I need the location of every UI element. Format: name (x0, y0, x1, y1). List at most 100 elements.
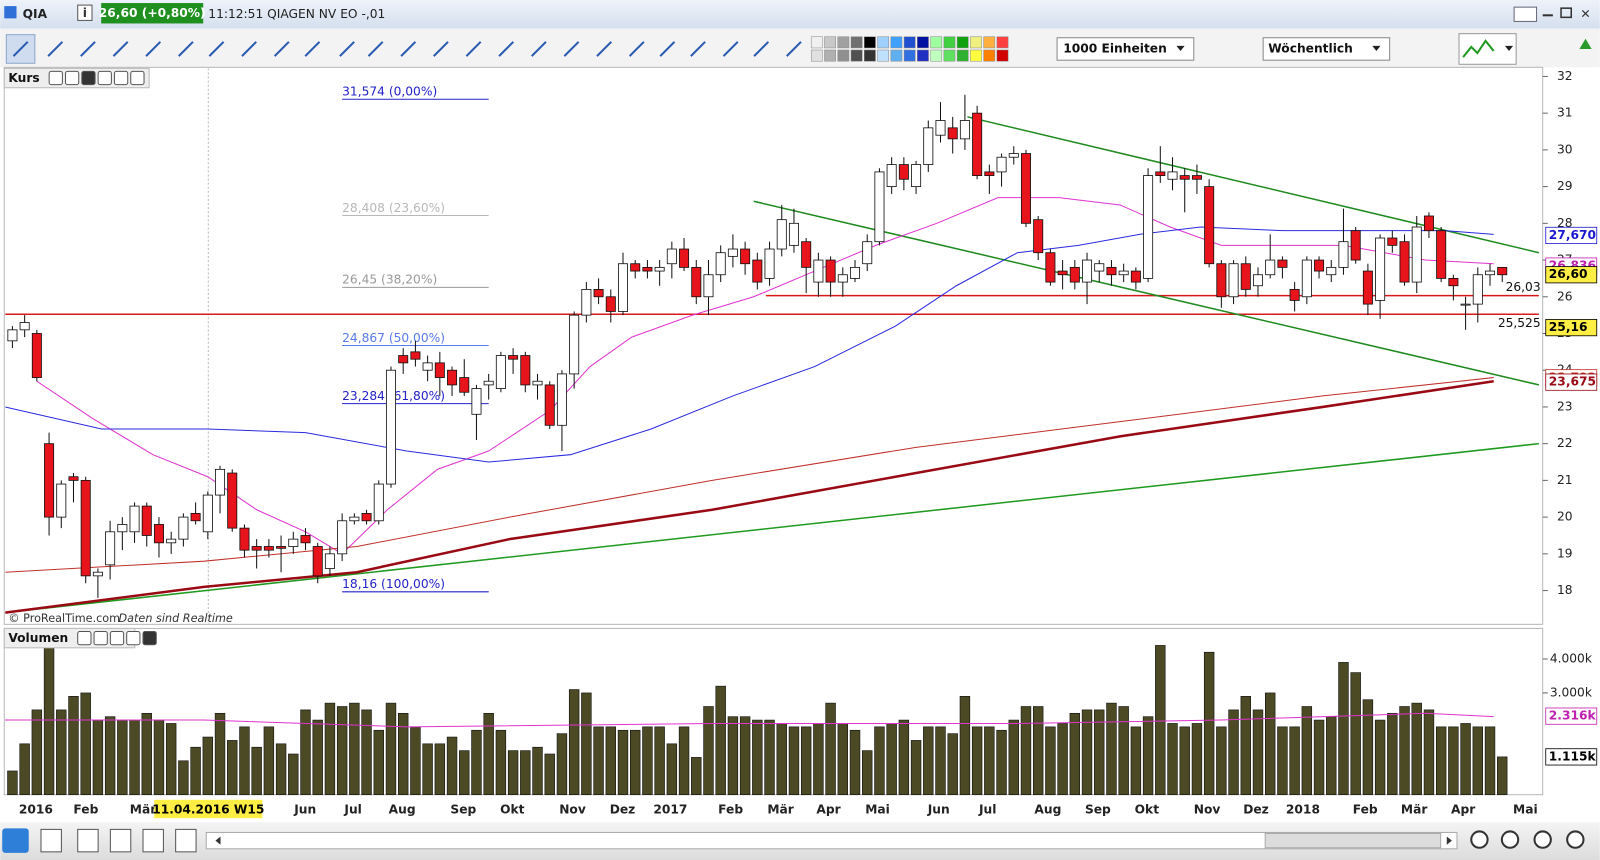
toolbar-icon[interactable] (175, 828, 197, 853)
panel-button[interactable] (81, 70, 96, 86)
zoom-icon[interactable] (1566, 830, 1585, 849)
toolbar-icon[interactable] (40, 828, 62, 853)
color-swatch[interactable] (930, 36, 943, 49)
close-button[interactable]: ✕ (1580, 7, 1590, 21)
dropdown-arrow (1372, 45, 1381, 52)
candle-body (361, 513, 372, 522)
panel-button[interactable] (93, 630, 108, 646)
scroll-left[interactable] (215, 836, 221, 845)
candle-body (1448, 278, 1459, 287)
color-swatch[interactable] (930, 49, 943, 62)
candle-body (1130, 270, 1141, 283)
x-tick-label: Mai (1513, 803, 1538, 817)
realtime-note: Daten sind Realtime (119, 612, 233, 625)
color-swatch[interactable] (917, 36, 929, 49)
panel-button[interactable] (64, 70, 80, 86)
keyboard-button[interactable] (1513, 6, 1538, 22)
color-swatch[interactable] (917, 49, 929, 62)
volume-bar (422, 743, 433, 796)
candle-body (1399, 241, 1410, 283)
candle-body (56, 483, 67, 518)
candle-body (7, 329, 18, 342)
y-tick-label: 19 (1557, 546, 1573, 560)
color-swatch[interactable] (864, 36, 876, 49)
candle-body (666, 248, 677, 265)
panel-button[interactable] (48, 70, 63, 86)
panel-button[interactable] (130, 70, 145, 86)
color-swatch[interactable] (877, 36, 890, 49)
zoom-icon[interactable] (1500, 830, 1520, 849)
interval-select[interactable] (1262, 37, 1391, 61)
color-swatch[interactable] (956, 36, 969, 49)
toolbar-icon[interactable] (77, 828, 99, 853)
color-swatch[interactable] (850, 36, 863, 49)
candle-body (825, 259, 836, 283)
tool-icon (498, 41, 515, 57)
color-swatch[interactable] (864, 49, 876, 62)
zoom-icon[interactable] (1533, 830, 1552, 849)
panel-button[interactable] (113, 70, 129, 86)
volume-bar (862, 750, 873, 796)
x-tick-label: Jun (293, 803, 316, 817)
color-swatch[interactable] (983, 36, 996, 49)
candle-body (288, 538, 299, 547)
scrollbar[interactable] (205, 831, 1458, 850)
scroll-right[interactable] (1446, 836, 1452, 845)
candle-body (1252, 274, 1263, 287)
quantity-select[interactable] (1056, 37, 1195, 61)
volume-bar (507, 750, 519, 796)
color-swatch[interactable] (943, 36, 956, 49)
color-swatch[interactable] (996, 49, 1009, 62)
color-swatches (810, 36, 1009, 62)
zoom-icon[interactable] (1470, 830, 1489, 849)
volume-bar (153, 719, 165, 796)
candle-body (972, 112, 983, 176)
color-swatch[interactable] (824, 36, 836, 49)
color-swatch[interactable] (850, 49, 863, 62)
panel-button[interactable] (97, 70, 112, 86)
color-swatch[interactable] (983, 49, 996, 62)
candle-body (727, 248, 738, 257)
panel-button[interactable] (109, 630, 125, 646)
info-button[interactable] (77, 4, 93, 21)
volume-bar (800, 726, 812, 796)
volume-bar (324, 702, 336, 796)
color-swatch[interactable] (996, 36, 1009, 49)
panel-button[interactable] (77, 630, 92, 646)
color-swatch[interactable] (810, 49, 823, 62)
cursor-label-box (154, 799, 263, 819)
candle-body (1228, 263, 1239, 298)
color-swatch[interactable] (810, 36, 823, 49)
candle-body (1497, 266, 1508, 276)
scroll-thumb[interactable] (1264, 832, 1442, 849)
toolbar-icon[interactable] (142, 828, 164, 853)
color-swatch[interactable] (877, 49, 890, 62)
volume-bar (178, 760, 189, 796)
color-swatch[interactable] (903, 36, 916, 49)
color-swatch[interactable] (970, 36, 982, 49)
scroll-icon[interactable] (1579, 38, 1592, 49)
tool-icon (659, 41, 676, 57)
volume-bar (227, 740, 238, 796)
candle-body (1350, 230, 1361, 261)
x-axis (0, 795, 1600, 821)
candle-body (1204, 186, 1215, 265)
color-swatch[interactable] (890, 36, 903, 49)
share-button[interactable] (2, 828, 29, 853)
color-swatch[interactable] (837, 36, 850, 49)
toolbar-icon[interactable] (109, 828, 132, 853)
volume-bar (1130, 726, 1142, 796)
panel-button[interactable] (126, 630, 141, 646)
volume-bar (117, 719, 128, 796)
color-swatch[interactable] (824, 49, 836, 62)
color-swatch[interactable] (903, 49, 916, 62)
maximize-button[interactable] (1560, 7, 1573, 19)
color-swatch[interactable] (970, 49, 982, 62)
color-swatch[interactable] (890, 49, 903, 62)
candle-body (618, 263, 628, 312)
panel-button[interactable] (142, 630, 157, 646)
fib-label: 18,16 (100,00%) (342, 577, 445, 591)
color-swatch[interactable] (837, 49, 850, 62)
color-swatch[interactable] (943, 49, 956, 62)
color-swatch[interactable] (956, 49, 969, 62)
